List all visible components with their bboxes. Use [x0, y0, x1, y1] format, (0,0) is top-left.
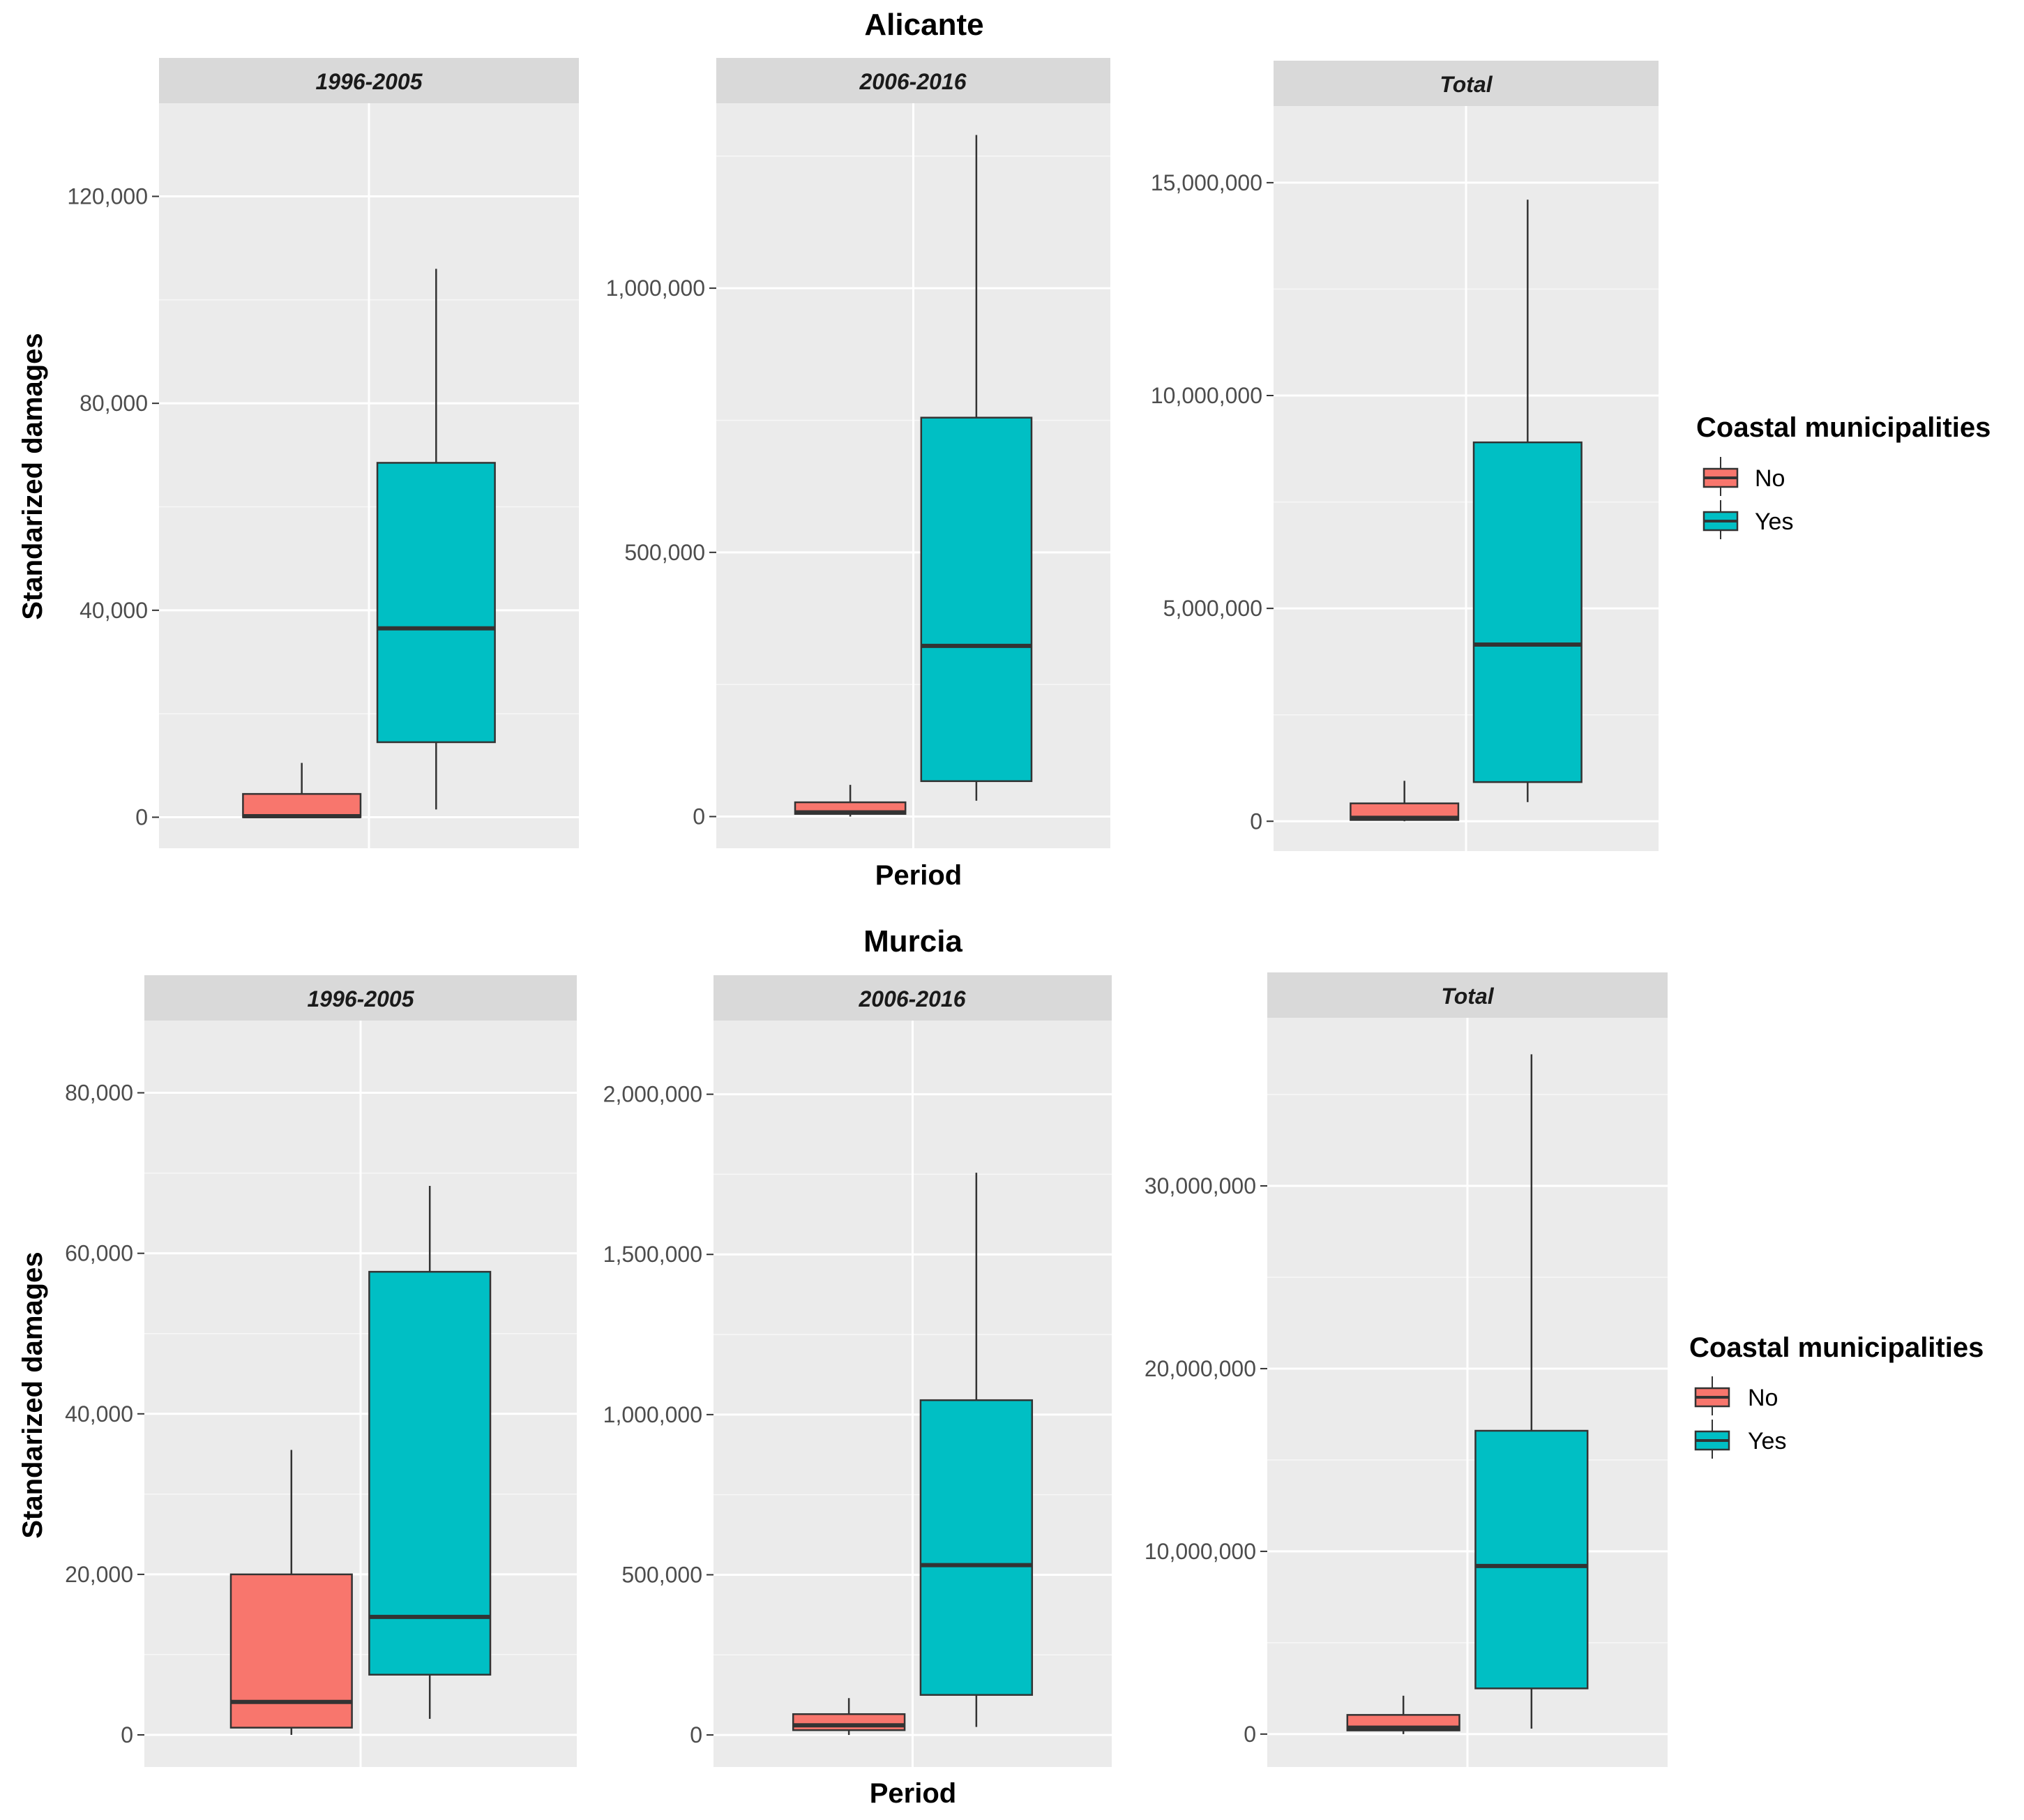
plot-area: 0 20,000 40,000 60,000 80,000: [65, 1021, 577, 1767]
box-yes: [919, 1399, 1034, 1696]
y-tick-label: 10,000,000: [1151, 383, 1262, 408]
y-tick-label: 1,000,000: [606, 276, 705, 301]
panel-murcia-1996-2005: 1996-2005 0 20,000 40,000 60,000 80,000: [65, 975, 577, 1767]
legend-label-yes: Yes: [1755, 509, 1793, 535]
x-axis-label-alicante: Period: [875, 860, 962, 891]
y-tick-label: 60,000: [65, 1241, 133, 1266]
legend-key-no: [1702, 457, 1739, 496]
plot-area: 0 40,000 80,000 120,000: [67, 103, 579, 848]
plot-area: 0 500,000 1,000,000 1,500,000 2,000,000: [603, 1021, 1112, 1767]
y-tick-label: 0: [1250, 809, 1262, 834]
legend-title: Coastal municipalities: [1689, 1332, 1984, 1363]
y-tick-label: 120,000: [67, 184, 148, 209]
y-tick-label: 500,000: [624, 540, 705, 565]
y-tick-label: 40,000: [80, 598, 148, 623]
y-tick-label: 10,000,000: [1145, 1539, 1256, 1564]
y-tick-label: 80,000: [80, 391, 148, 416]
y-tick-label: 0: [690, 1722, 702, 1747]
y-tick-label: 5,000,000: [1163, 596, 1262, 621]
y-axis-label-alicante: Standarized damages: [17, 333, 48, 619]
legend-label-yes: Yes: [1748, 1428, 1786, 1454]
legend-alicante: Coastal municipalities No Yes: [1696, 412, 1991, 539]
y-tick-label: 0: [121, 1722, 133, 1747]
y-tick-label: 2,000,000: [603, 1082, 702, 1107]
plot-area: 0 500,000 1,000,000: [606, 103, 1110, 848]
title-murcia: Murcia: [863, 924, 962, 958]
y-tick-label: 500,000: [621, 1562, 702, 1587]
panel-murcia-total: Total 0 10,000,000 20,000,000 30,000,000: [1145, 972, 1668, 1767]
plot-area: 0 5,000,000 10,000,000 15,000,000: [1151, 106, 1659, 851]
box-no: [229, 1573, 353, 1729]
panel-alicante-total: Total 0 5,000,000 10,000,000 15,000,000: [1151, 61, 1659, 851]
strip-label: 1996-2005: [315, 69, 423, 94]
panel-alicante-1996-2005: 1996-2005 0 40,000 80,000 120,000: [67, 58, 579, 848]
legend-key-no: [1694, 1376, 1730, 1415]
y-tick-label: 80,000: [65, 1081, 133, 1106]
strip-bg: [716, 58, 1110, 103]
strip-bg: [1267, 972, 1668, 1018]
panel-murcia-2006-2016: 2006-2016 0 500,000 1,000,000 1,500,000 2,00…: [603, 975, 1112, 1767]
y-tick-label: 15,000,000: [1151, 170, 1262, 195]
title-alicante: Alicante: [864, 8, 983, 42]
legend-key-yes: [1702, 500, 1739, 539]
panel-alicante-2006-2016: 2006-2016 0 500,000 1,000,000: [606, 58, 1110, 848]
plot-area: 0 10,000,000 20,000,000 30,000,000: [1145, 1018, 1668, 1767]
y-tick-label: 40,000: [65, 1401, 133, 1427]
box-no: [242, 792, 362, 818]
strip-label: 2006-2016: [858, 986, 965, 1011]
y-tick-label: 1,000,000: [603, 1402, 702, 1427]
strip-label: 1996-2005: [307, 986, 414, 1011]
y-tick-label: 20,000: [65, 1562, 133, 1587]
box-yes: [376, 462, 496, 744]
strip-bg: [713, 975, 1112, 1021]
strip-bg: [159, 58, 579, 103]
box-yes: [368, 1270, 492, 1676]
legend-murcia: Coastal municipalities No Yes: [1689, 1332, 1984, 1459]
box-yes: [1474, 1429, 1589, 1690]
box-yes: [1472, 441, 1583, 783]
legend-title: Coastal municipalities: [1696, 412, 1991, 443]
box-no: [792, 1713, 906, 1731]
y-tick-label: 1,500,000: [603, 1242, 702, 1267]
y-tick-label: 0: [1244, 1722, 1256, 1747]
legend-key-yes: [1694, 1420, 1730, 1459]
y-tick-label: 0: [693, 804, 705, 829]
y-tick-label: 20,000,000: [1145, 1356, 1256, 1381]
strip-bg: [144, 975, 577, 1021]
y-axis-label-murcia: Standarized damages: [17, 1251, 48, 1538]
x-axis-label-murcia: Period: [870, 1778, 956, 1809]
legend-label-no: No: [1755, 465, 1785, 492]
y-tick-label: 30,000,000: [1145, 1173, 1256, 1198]
strip-bg: [1274, 61, 1659, 106]
box-yes: [920, 416, 1033, 783]
strip-label: Total: [1441, 984, 1494, 1009]
y-tick-label: 0: [135, 805, 148, 830]
strip-label: 2006-2016: [859, 69, 966, 94]
legend-label-no: No: [1748, 1385, 1778, 1411]
strip-label: Total: [1440, 72, 1493, 97]
